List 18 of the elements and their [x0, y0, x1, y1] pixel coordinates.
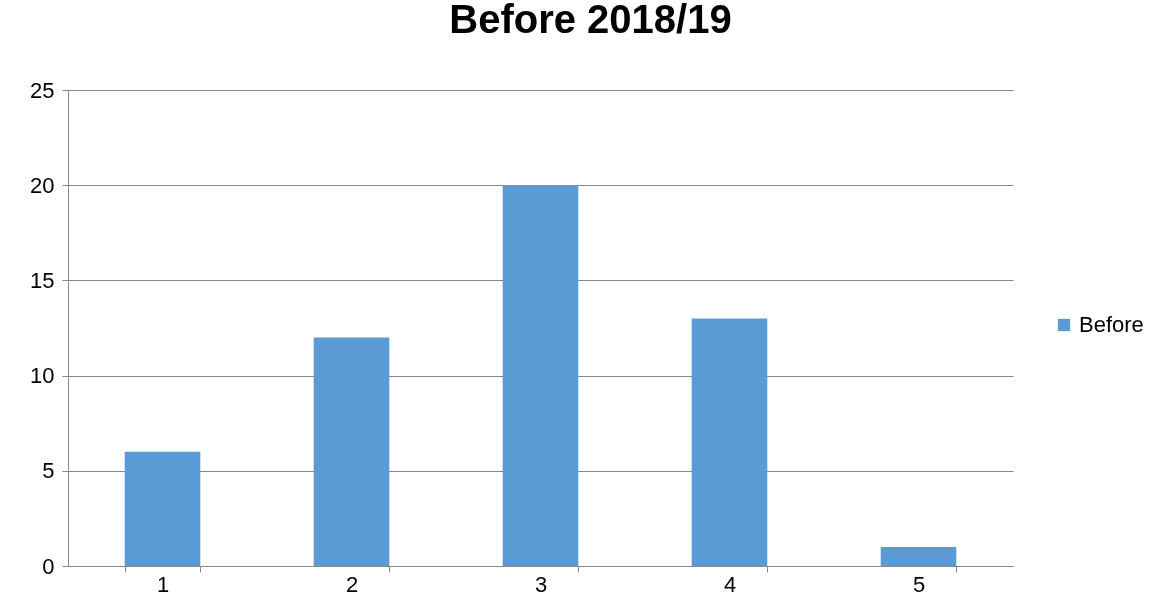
y-tick-label: 0 [42, 553, 55, 579]
bar [880, 546, 957, 566]
y-tick-label: 15 [30, 267, 55, 293]
x-tick-label: 3 [534, 571, 548, 597]
y-tick-label: 10 [30, 363, 55, 389]
chart-title: Before 2018/19 [449, 0, 732, 41]
x-tick-label: 5 [912, 571, 926, 597]
bar [124, 451, 201, 566]
y-tick-label: 20 [30, 172, 55, 198]
bar [502, 185, 579, 566]
bar [313, 337, 390, 566]
legend-label: Before [1079, 312, 1144, 337]
y-tick-label: 25 [30, 77, 55, 103]
x-tick-label: 2 [345, 571, 359, 597]
x-tick-label: 1 [156, 571, 170, 597]
bar [691, 318, 768, 566]
y-tick-label: 5 [42, 458, 55, 484]
x-tick-label: 4 [723, 571, 737, 597]
